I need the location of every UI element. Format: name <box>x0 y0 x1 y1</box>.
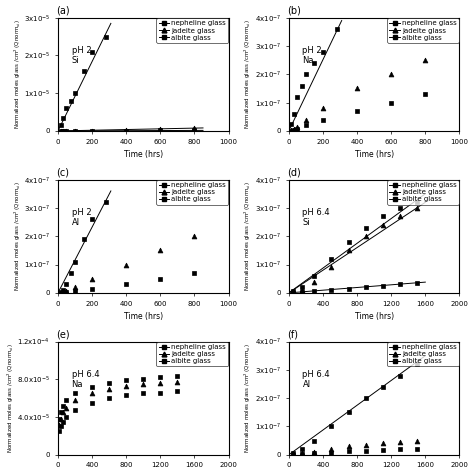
Y-axis label: Normalized moles glass /cm$^2$ (Qnorm$_{si}$): Normalized moles glass /cm$^2$ (Qnorm$_{… <box>12 19 23 129</box>
Legend: nepheline glass, jadeite glass, albite glass: nepheline glass, jadeite glass, albite g… <box>156 18 228 43</box>
Y-axis label: Normalized moles glass /cm$^2$ (Qnorm$_{si}$): Normalized moles glass /cm$^2$ (Qnorm$_{… <box>243 19 254 129</box>
X-axis label: Time (hrs): Time (hrs) <box>355 312 394 321</box>
X-axis label: Time (hrs): Time (hrs) <box>355 150 394 159</box>
Legend: nepheline glass, jadeite glass, albite glass: nepheline glass, jadeite glass, albite g… <box>156 342 228 366</box>
Text: pH 2
Si: pH 2 Si <box>72 46 91 65</box>
Legend: nepheline glass, jadeite glass, albite glass: nepheline glass, jadeite glass, albite g… <box>387 342 459 366</box>
Text: (e): (e) <box>56 329 70 339</box>
Text: (a): (a) <box>56 5 70 16</box>
Y-axis label: Normalized moles glass /cm$^2$ (Qnorm$_{si}$): Normalized moles glass /cm$^2$ (Qnorm$_{… <box>12 182 23 291</box>
Y-axis label: Normalized moles glass /cm$^2$ (Qnorm$_{si}$): Normalized moles glass /cm$^2$ (Qnorm$_{… <box>243 182 254 291</box>
Text: pH 6.4
Al: pH 6.4 Al <box>302 370 330 389</box>
Text: pH 6.4
Si: pH 6.4 Si <box>302 208 330 228</box>
Text: pH 2
Na: pH 2 Na <box>302 46 322 65</box>
Text: (c): (c) <box>56 167 69 177</box>
Y-axis label: Normalized moles glass /cm$^2$ (Qnorm$_{si}$): Normalized moles glass /cm$^2$ (Qnorm$_{… <box>243 343 254 453</box>
Legend: nepheline glass, jadeite glass, albite glass: nepheline glass, jadeite glass, albite g… <box>387 18 459 43</box>
Legend: nepheline glass, jadeite glass, albite glass: nepheline glass, jadeite glass, albite g… <box>387 180 459 205</box>
Y-axis label: Normalized moles glass /cm$^2$ (Qnorm$_{si}$): Normalized moles glass /cm$^2$ (Qnorm$_{… <box>6 343 16 453</box>
X-axis label: Time (hrs): Time (hrs) <box>124 312 163 321</box>
Text: (b): (b) <box>287 5 301 16</box>
X-axis label: Time (hrs): Time (hrs) <box>124 150 163 159</box>
Text: pH 6.4
Na: pH 6.4 Na <box>72 370 99 389</box>
Text: (f): (f) <box>287 329 298 339</box>
Legend: nepheline glass, jadeite glass, albite glass: nepheline glass, jadeite glass, albite g… <box>156 180 228 205</box>
Text: pH 2
Al: pH 2 Al <box>72 208 91 228</box>
Text: (d): (d) <box>287 167 301 177</box>
